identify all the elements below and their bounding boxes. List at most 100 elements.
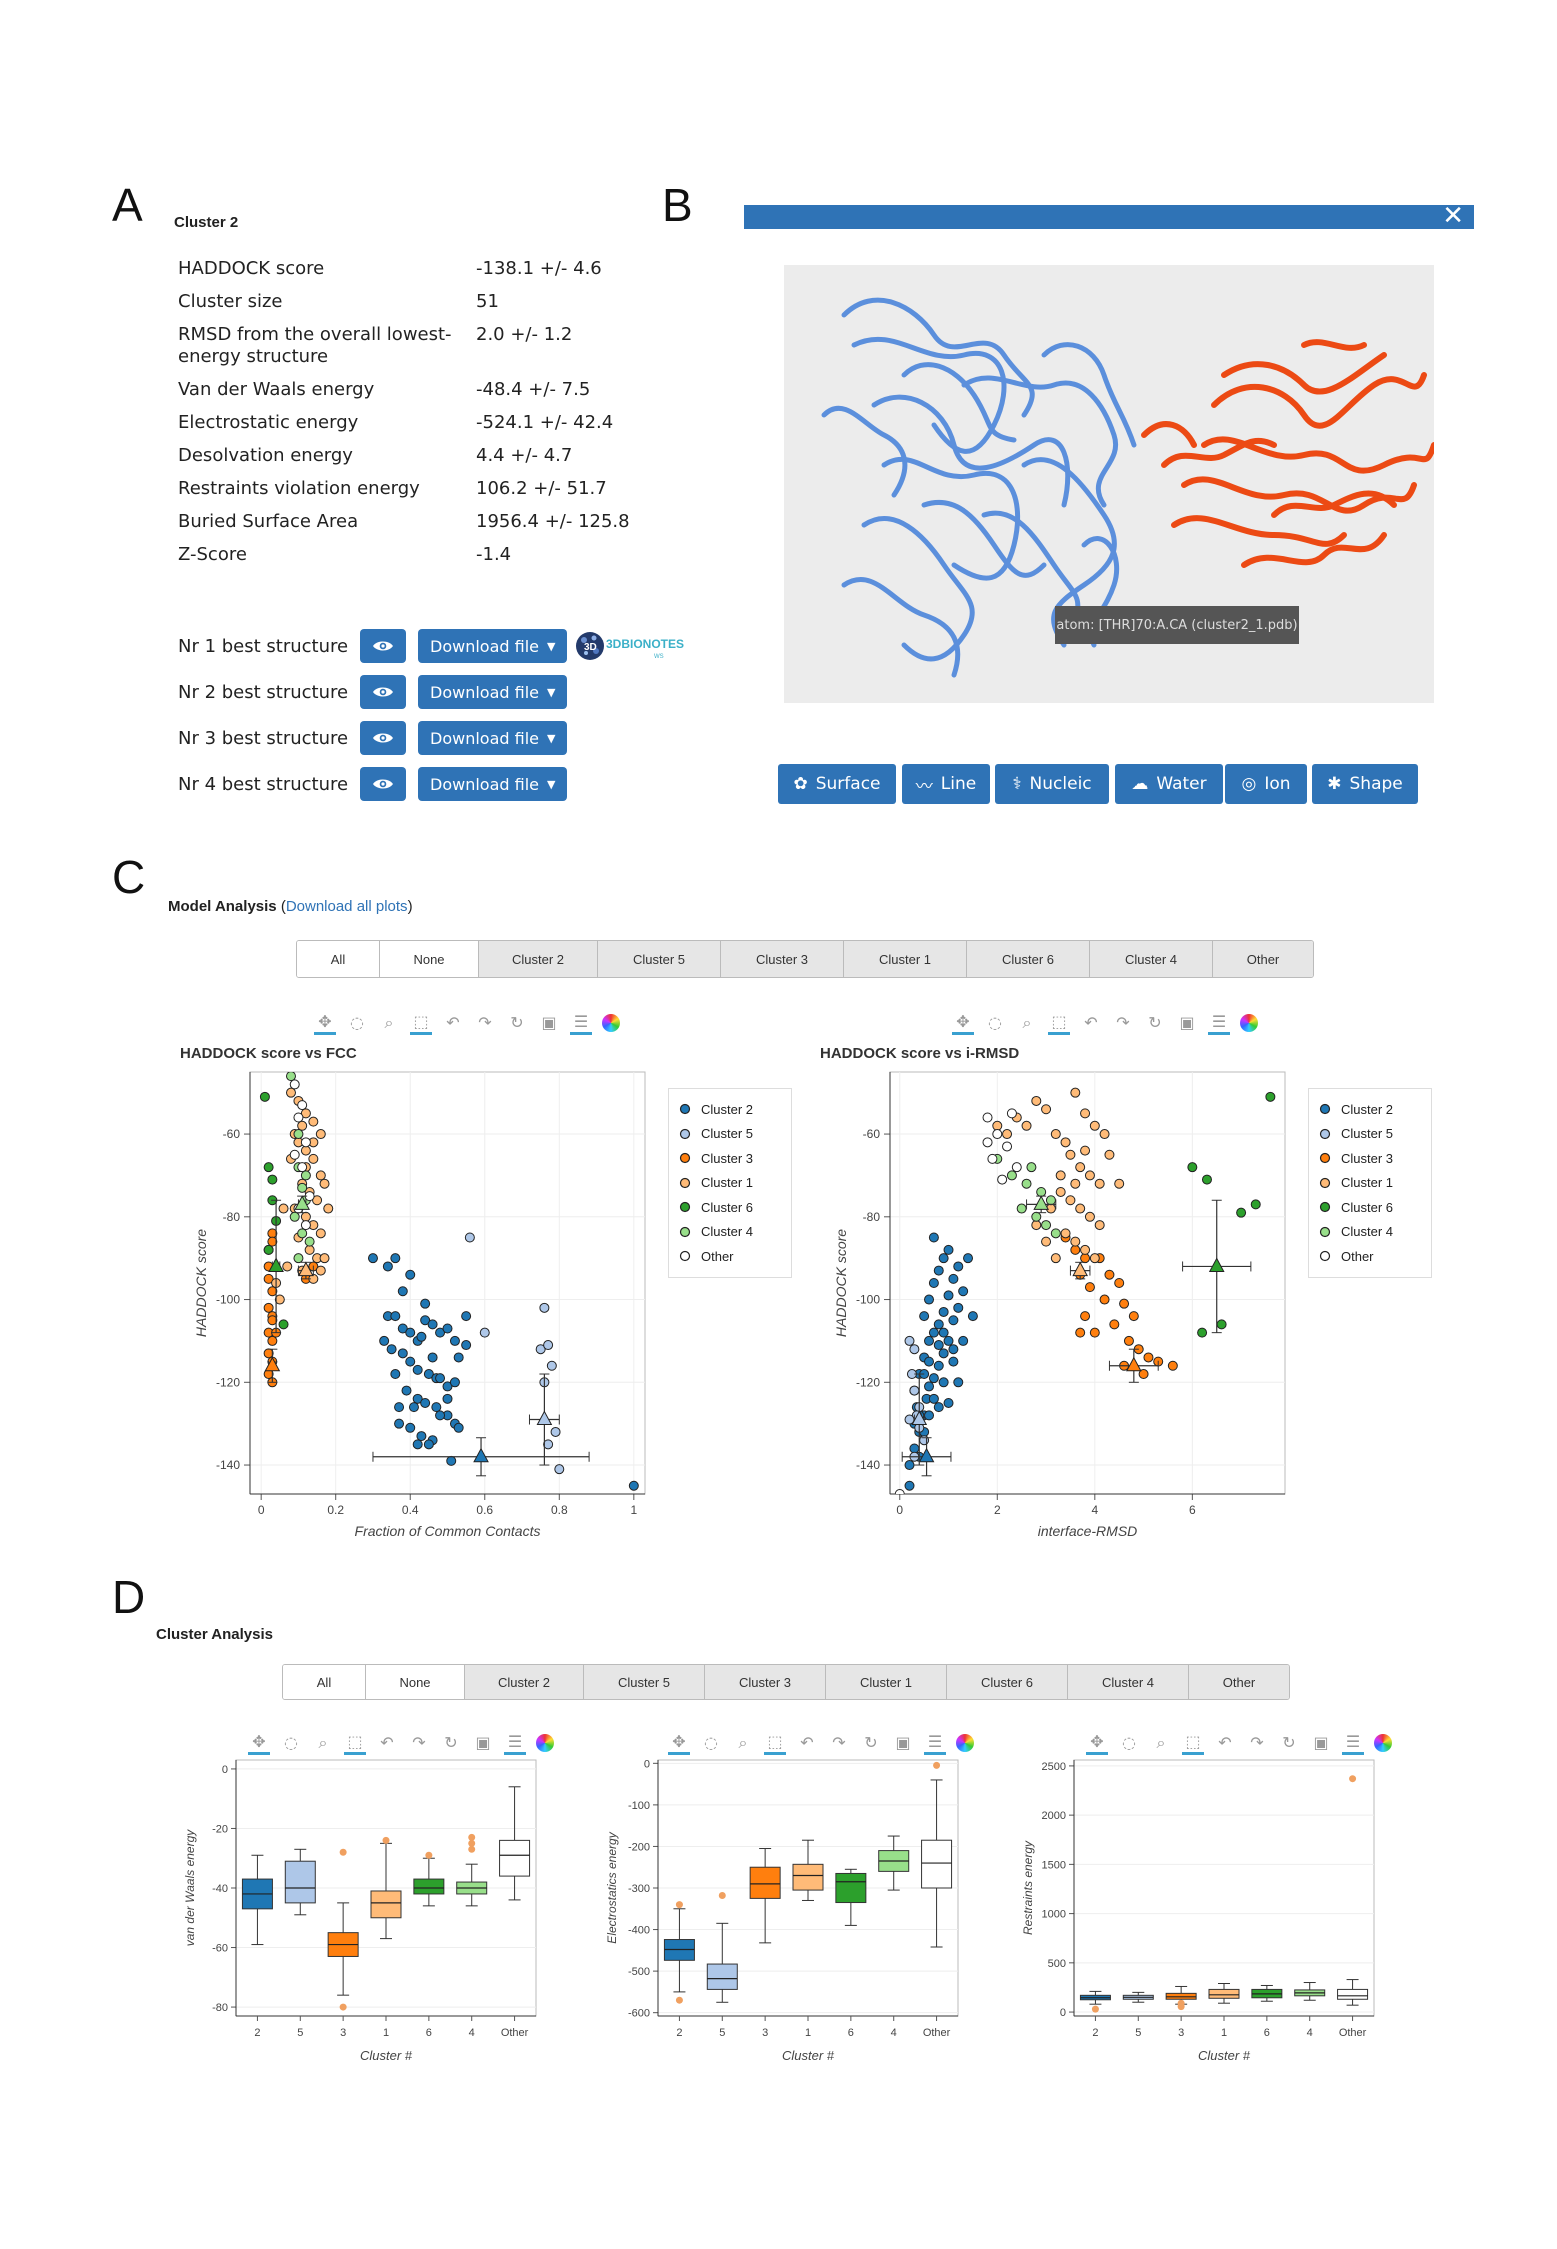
filter-cluster-3[interactable]: Cluster 3: [705, 1665, 826, 1699]
lasso-icon[interactable]: ◌: [988, 1013, 1002, 1032]
save-icon[interactable]: ▣: [541, 1013, 557, 1032]
legend-item[interactable]: Cluster 3: [679, 1146, 781, 1171]
rep-button-surface[interactable]: ✿ Surface: [778, 764, 896, 804]
filter-cluster-1[interactable]: Cluster 1: [826, 1665, 947, 1699]
legend-item[interactable]: Cluster 4: [679, 1220, 781, 1245]
boxplot-vdw-energy[interactable]: 0 -20 -40 -60 -80 2 5 3 1 6 4 Other Cluster # van der…: [170, 1752, 570, 2082]
box-zoom-icon[interactable]: ⬚: [1048, 1010, 1070, 1035]
view-structure-button[interactable]: [360, 675, 406, 709]
rep-button-line[interactable]: 〰 Line: [902, 764, 990, 804]
pan-icon[interactable]: ✥: [1086, 1730, 1108, 1755]
undo-icon[interactable]: ↶: [380, 1733, 394, 1752]
boxplot-electrostatics-energy[interactable]: 0 -100 -200 -300 -400 -500 -600 2 5 3 1 6 4 Other Clus…: [580, 1752, 1000, 2082]
download-file-button[interactable]: Download file ▼: [418, 767, 568, 801]
reset-icon[interactable]: ↻: [1148, 1013, 1162, 1032]
redo-icon[interactable]: ↷: [1250, 1733, 1264, 1752]
filter-cluster-2[interactable]: Cluster 2: [465, 1665, 584, 1699]
lasso-icon[interactable]: ◌: [1122, 1733, 1136, 1752]
undo-icon[interactable]: ↶: [446, 1013, 460, 1032]
close-icon[interactable]: ✕: [1442, 201, 1464, 231]
filter-none[interactable]: None: [380, 941, 479, 977]
filter-cluster-3[interactable]: Cluster 3: [721, 941, 844, 977]
download-file-button[interactable]: Download file ▼: [418, 675, 568, 709]
bokeh-logo-icon[interactable]: [1374, 1733, 1392, 1752]
download-file-button[interactable]: Download file ▼: [418, 629, 568, 663]
view-structure-button[interactable]: [360, 767, 406, 801]
download-file-button[interactable]: Download file ▼: [418, 721, 568, 755]
legend-item[interactable]: Cluster 6: [679, 1195, 781, 1220]
undo-icon[interactable]: ↶: [1218, 1733, 1232, 1752]
bokeh-logo-icon[interactable]: [536, 1733, 554, 1752]
reset-icon[interactable]: ↻: [864, 1733, 878, 1752]
filter-cluster-6[interactable]: Cluster 6: [967, 941, 1090, 977]
hover-icon[interactable]: ☰: [924, 1730, 946, 1755]
zoom-icon[interactable]: ⌕: [318, 1732, 328, 1752]
pan-icon[interactable]: ✥: [668, 1730, 690, 1755]
save-icon[interactable]: ▣: [1313, 1733, 1329, 1752]
rep-button-shape[interactable]: ✱ Shape: [1312, 764, 1418, 804]
filter-all[interactable]: All: [297, 941, 380, 977]
legend-item[interactable]: Cluster 4: [1319, 1220, 1421, 1245]
undo-icon[interactable]: ↶: [1084, 1013, 1098, 1032]
legend-item[interactable]: Cluster 1: [679, 1171, 781, 1196]
hover-icon[interactable]: ☰: [570, 1010, 592, 1035]
rep-button-water[interactable]: ☁ Water: [1115, 764, 1223, 804]
zoom-icon[interactable]: ⌕: [1156, 1732, 1166, 1752]
redo-icon[interactable]: ↷: [478, 1013, 492, 1032]
reset-icon[interactable]: ↻: [510, 1013, 524, 1032]
hover-icon[interactable]: ☰: [1208, 1010, 1230, 1035]
box-zoom-icon[interactable]: ⬚: [764, 1730, 786, 1755]
pan-icon[interactable]: ✥: [314, 1010, 336, 1035]
filter-cluster-5[interactable]: Cluster 5: [584, 1665, 705, 1699]
bokeh-logo-icon[interactable]: [602, 1013, 620, 1032]
legend-item[interactable]: Cluster 2: [679, 1097, 781, 1122]
filter-none[interactable]: None: [366, 1665, 465, 1699]
reset-icon[interactable]: ↻: [1282, 1733, 1296, 1752]
pan-icon[interactable]: ✥: [952, 1010, 974, 1035]
hover-icon[interactable]: ☰: [504, 1730, 526, 1755]
zoom-icon[interactable]: ⌕: [738, 1732, 748, 1752]
filter-cluster-5[interactable]: Cluster 5: [598, 941, 721, 977]
pan-icon[interactable]: ✥: [248, 1730, 270, 1755]
filter-cluster-1[interactable]: Cluster 1: [844, 941, 967, 977]
box-zoom-icon[interactable]: ⬚: [344, 1730, 366, 1755]
view-structure-button[interactable]: [360, 721, 406, 755]
redo-icon[interactable]: ↷: [1116, 1013, 1130, 1032]
filter-cluster-4[interactable]: Cluster 4: [1068, 1665, 1189, 1699]
undo-icon[interactable]: ↶: [800, 1733, 814, 1752]
zoom-icon[interactable]: ⌕: [384, 1012, 394, 1032]
lasso-icon[interactable]: ◌: [704, 1733, 718, 1752]
bokeh-logo-icon[interactable]: [956, 1733, 974, 1752]
hover-icon[interactable]: ☰: [1342, 1730, 1364, 1755]
box-zoom-icon[interactable]: ⬚: [1182, 1730, 1204, 1755]
filter-other[interactable]: Other: [1213, 941, 1313, 977]
filter-cluster-6[interactable]: Cluster 6: [947, 1665, 1068, 1699]
3dbionotes-logo[interactable]: 3D 3DBIONOTES WS: [574, 626, 684, 666]
legend-irmsd[interactable]: Cluster 2 Cluster 5 Cluster 3 Cluster 1 Clus…: [1308, 1088, 1432, 1278]
legend-item[interactable]: Cluster 1: [1319, 1171, 1421, 1196]
box-zoom-icon[interactable]: ⬚: [410, 1010, 432, 1035]
legend-item[interactable]: Cluster 2: [1319, 1097, 1421, 1122]
legend-item[interactable]: Cluster 3: [1319, 1146, 1421, 1171]
legend-item[interactable]: Other: [1319, 1244, 1421, 1269]
filter-cluster-4[interactable]: Cluster 4: [1090, 941, 1213, 977]
lasso-icon[interactable]: ◌: [350, 1013, 364, 1032]
legend-item[interactable]: Cluster 5: [1319, 1122, 1421, 1147]
filter-other[interactable]: Other: [1189, 1665, 1289, 1699]
redo-icon[interactable]: ↷: [832, 1733, 846, 1752]
legend-item[interactable]: Cluster 5: [679, 1122, 781, 1147]
save-icon[interactable]: ▣: [895, 1733, 911, 1752]
save-icon[interactable]: ▣: [475, 1733, 491, 1752]
redo-icon[interactable]: ↷: [412, 1733, 426, 1752]
legend-item[interactable]: Cluster 6: [1319, 1195, 1421, 1220]
save-icon[interactable]: ▣: [1179, 1013, 1195, 1032]
scatter-haddock-vs-fcc[interactable]: HADDOCK score vs FCC 0 0.2 0.4 0.6 0.8 1 -140 -1…: [180, 1040, 660, 1550]
rep-button-ion[interactable]: ◎ Ion: [1225, 764, 1307, 804]
scatter-haddock-vs-irmsd[interactable]: HADDOCK score vs i-RMSD 0 2 4 6 -140 -120 -100 -…: [820, 1040, 1300, 1550]
rep-button-nucleic[interactable]: ⚕ Nucleic: [995, 764, 1109, 804]
bokeh-logo-icon[interactable]: [1240, 1013, 1258, 1032]
legend-fcc[interactable]: Cluster 2 Cluster 5 Cluster 3 Cluster 1 Clus…: [668, 1088, 792, 1278]
reset-icon[interactable]: ↻: [444, 1733, 458, 1752]
filter-cluster-2[interactable]: Cluster 2: [479, 941, 598, 977]
lasso-icon[interactable]: ◌: [284, 1733, 298, 1752]
